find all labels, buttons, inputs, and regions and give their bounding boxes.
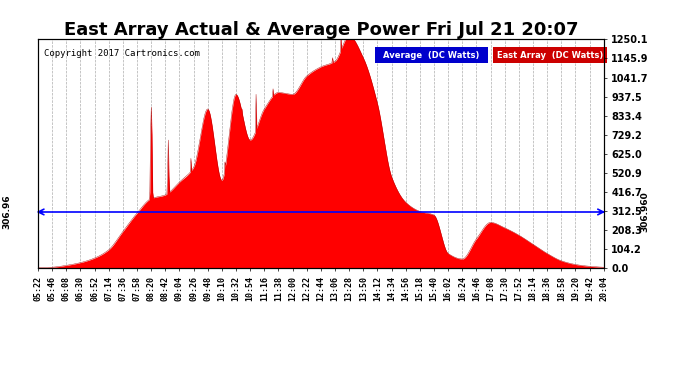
Title: East Array Actual & Average Power Fri Jul 21 20:07: East Array Actual & Average Power Fri Ju…: [63, 21, 578, 39]
FancyBboxPatch shape: [493, 47, 607, 63]
Text: East Array  (DC Watts): East Array (DC Watts): [497, 51, 603, 60]
Text: Copyright 2017 Cartronics.com: Copyright 2017 Cartronics.com: [43, 48, 199, 57]
Text: Average  (DC Watts): Average (DC Watts): [383, 51, 480, 60]
FancyBboxPatch shape: [375, 47, 488, 63]
Text: 306.960: 306.960: [640, 192, 649, 232]
Text: 306.96: 306.96: [2, 195, 11, 229]
